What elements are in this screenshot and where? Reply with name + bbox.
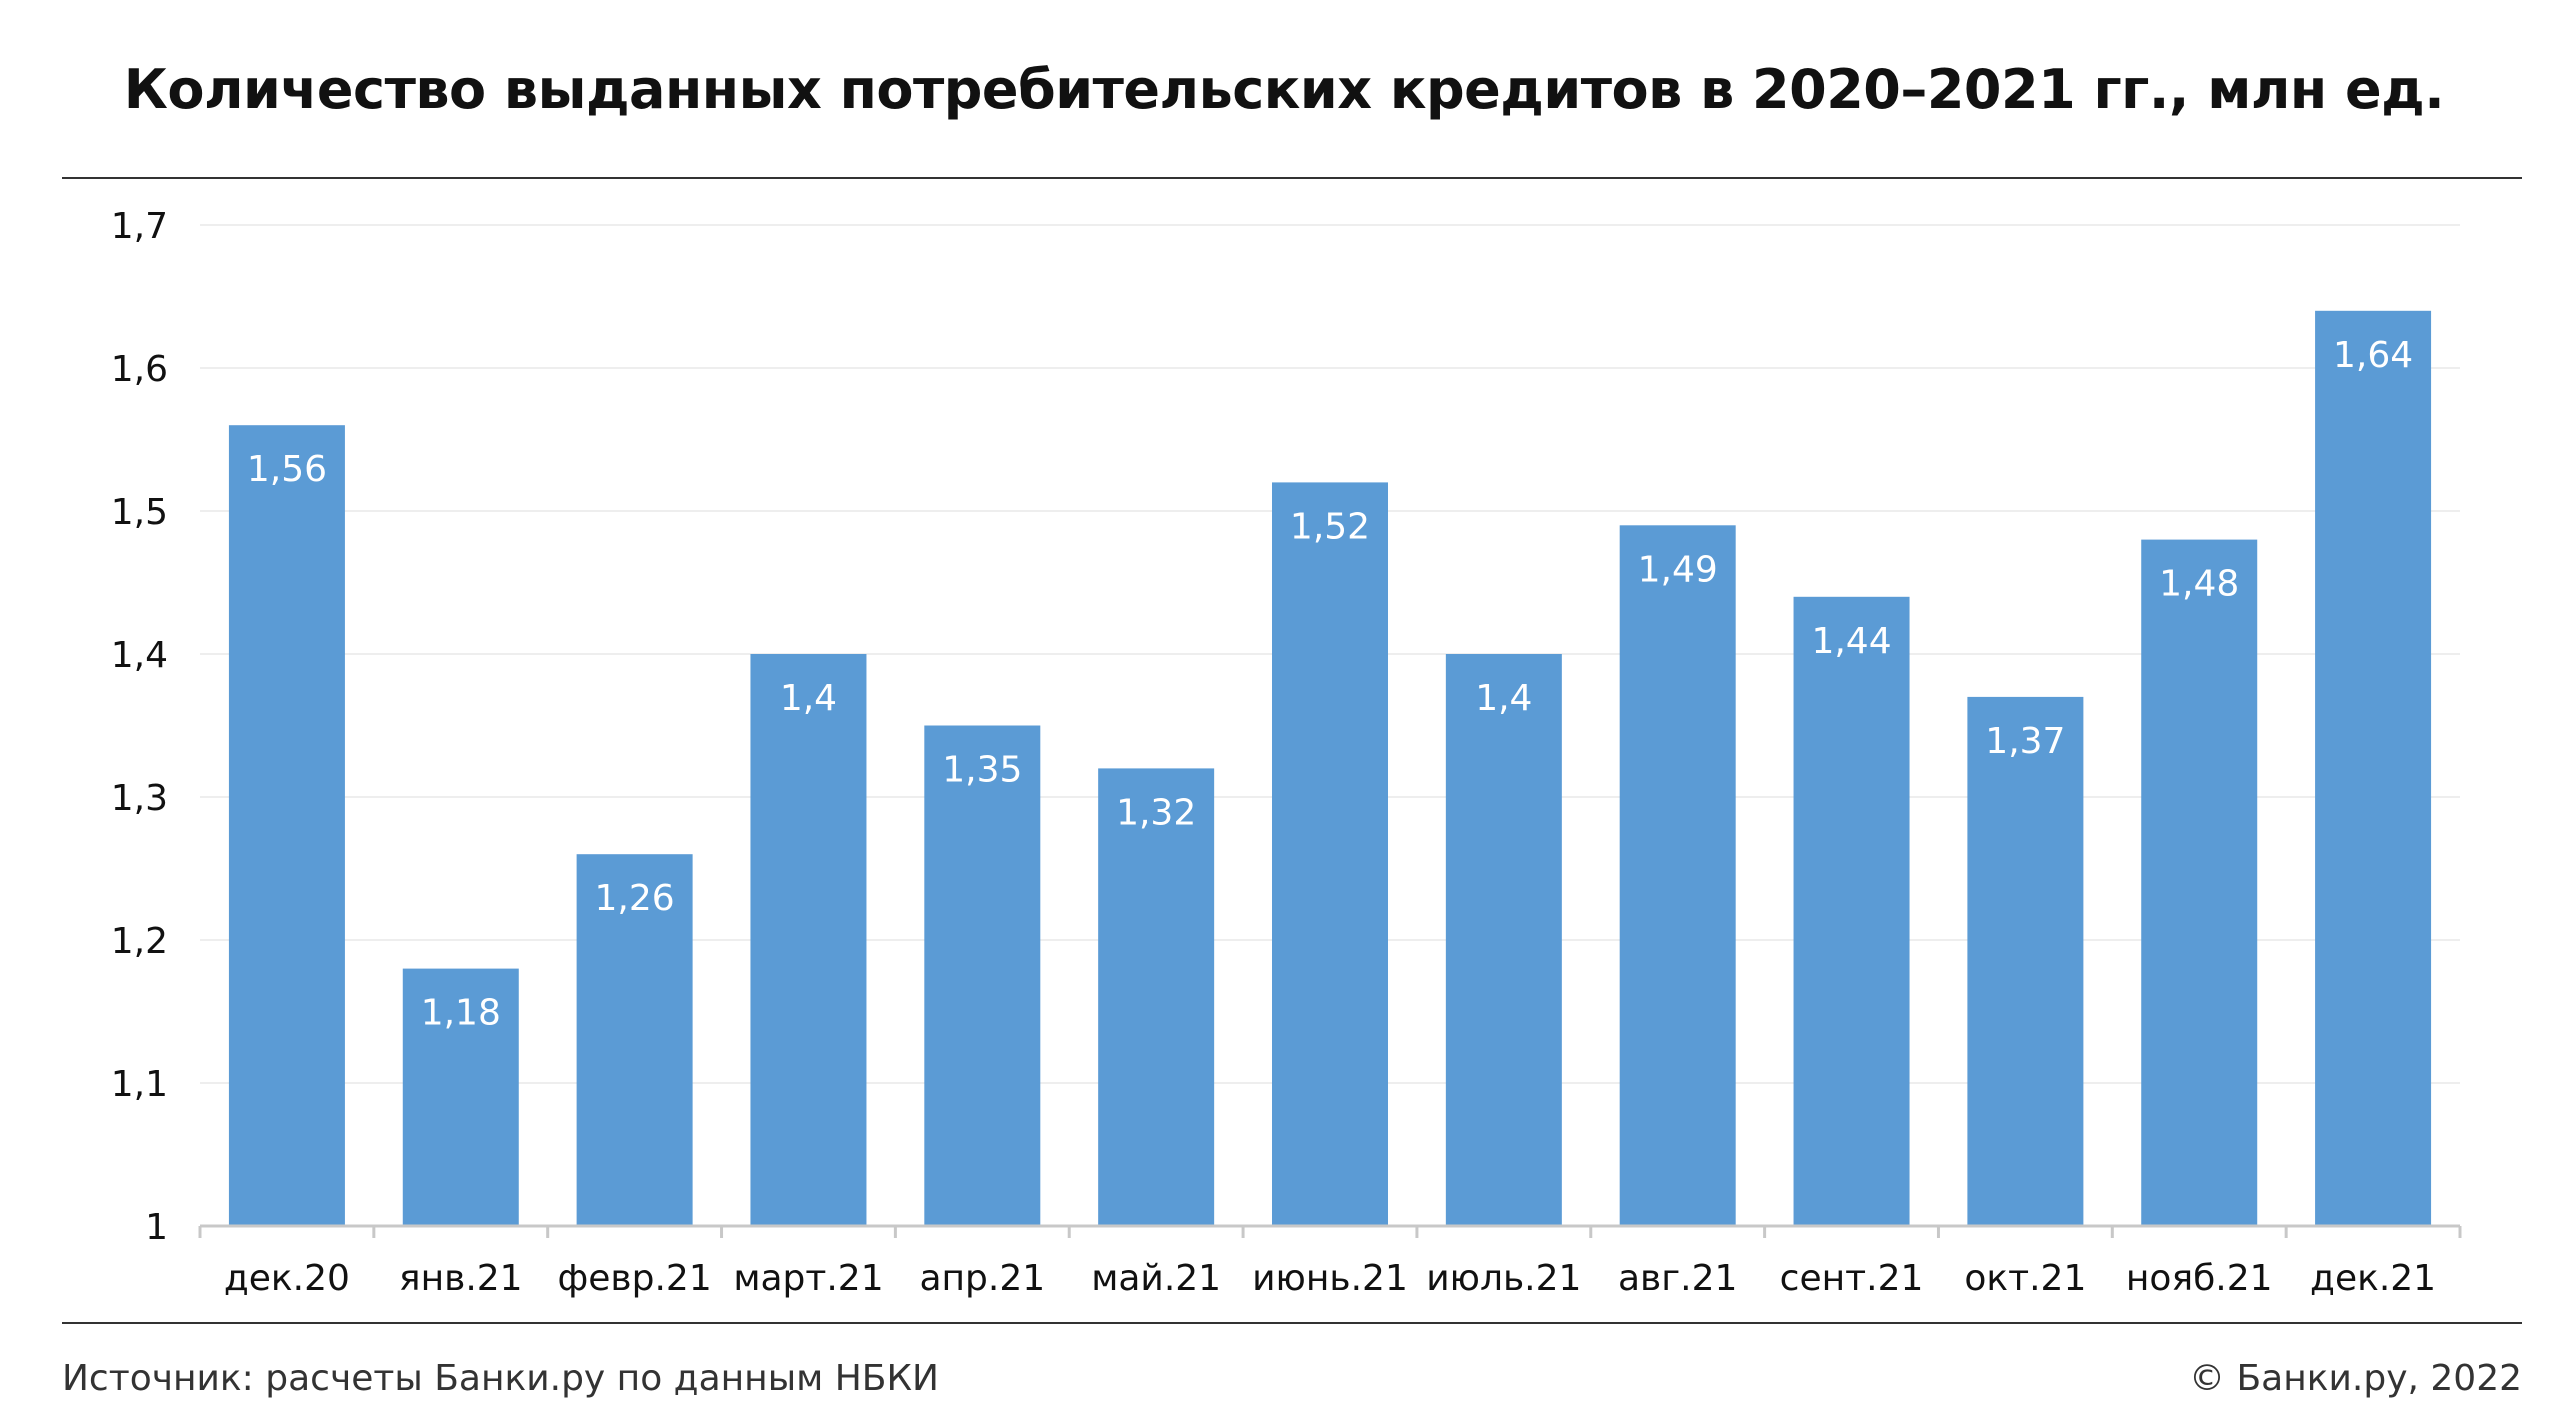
bar-value-label: 1,4 — [780, 678, 837, 719]
bar-value-label: 1,4 — [1475, 678, 1532, 719]
bar — [1098, 768, 1215, 1226]
bar-value-label: 1,52 — [1290, 506, 1370, 547]
bars: 1,56 1,18 1,26 1,4 1,35 1,32 1,52 1,4 1,49 1,44 1,… — [228, 310, 2432, 1226]
y-tick-label: 1,2 — [111, 921, 168, 962]
bar — [2315, 310, 2432, 1226]
bar-value-label: 1,26 — [595, 878, 675, 919]
bar — [1445, 654, 1562, 1226]
x-tick-label: февр.21 — [557, 1258, 711, 1299]
bar-value-label: 1,35 — [942, 750, 1022, 791]
bar — [576, 854, 693, 1226]
bar-value-label: 1,64 — [2333, 335, 2413, 376]
x-tick-label: июль.21 — [1426, 1258, 1581, 1299]
bar — [750, 654, 867, 1226]
y-tick-label: 1 — [145, 1207, 168, 1248]
y-tick-label: 1,6 — [111, 349, 168, 390]
bar-value-label: 1,49 — [1638, 549, 1718, 590]
bar — [924, 725, 1041, 1226]
x-tick-label: дек.21 — [2310, 1258, 2436, 1299]
source-note: Источник: расчеты Банки.ру по данным НБК… — [62, 1358, 939, 1399]
x-tick-label: дек.20 — [224, 1258, 350, 1299]
bar-value-label: 1,37 — [1985, 721, 2065, 762]
y-tick-label: 1,4 — [111, 635, 168, 676]
copyright: © Банки.ру, 2022 — [2189, 1358, 2522, 1399]
x-axis — [198, 1224, 2462, 1238]
y-tick-label: 1,3 — [111, 778, 168, 819]
bar — [228, 425, 345, 1226]
x-tick-label: янв.21 — [399, 1258, 523, 1299]
x-tick-label: июнь.21 — [1252, 1258, 1408, 1299]
x-tick-label: апр.21 — [919, 1258, 1045, 1299]
x-tick-label: март.21 — [733, 1258, 883, 1299]
x-tick-label: окт.21 — [1964, 1258, 2086, 1299]
y-tick-label: 1,5 — [111, 492, 168, 533]
bar-value-label: 1,44 — [1811, 621, 1891, 662]
bar-value-label: 1,48 — [2159, 564, 2239, 605]
footer-divider — [62, 1322, 2522, 1324]
x-tick-label: нояб.21 — [2126, 1258, 2273, 1299]
bar — [1967, 696, 2084, 1226]
x-tick-label: май.21 — [1091, 1258, 1221, 1299]
bar — [1272, 482, 1388, 1226]
y-tick-label: 1,7 — [111, 206, 168, 247]
bar-value-label: 1,32 — [1116, 792, 1196, 833]
chart-title: Количество выданных потребительских кред… — [123, 58, 2445, 121]
x-tick-label: сент.21 — [1780, 1258, 1924, 1299]
bar-value-label: 1,18 — [421, 993, 501, 1034]
bar-value-label: 1,56 — [247, 449, 327, 490]
bar — [1619, 525, 1736, 1226]
bar — [402, 968, 519, 1226]
title-divider — [62, 177, 2522, 179]
bar — [2141, 539, 2258, 1226]
y-axis-tick-labels: 1 1,1 1,2 1,3 1,4 1,5 1,6 1,7 — [111, 206, 168, 1248]
x-tick-label: авг.21 — [1618, 1258, 1737, 1299]
bar — [1793, 596, 1910, 1226]
x-axis-tick-labels: дек.20 янв.21 февр.21 март.21 апр.21 май.21 ию… — [224, 1258, 2436, 1299]
y-tick-label: 1,1 — [111, 1064, 168, 1105]
